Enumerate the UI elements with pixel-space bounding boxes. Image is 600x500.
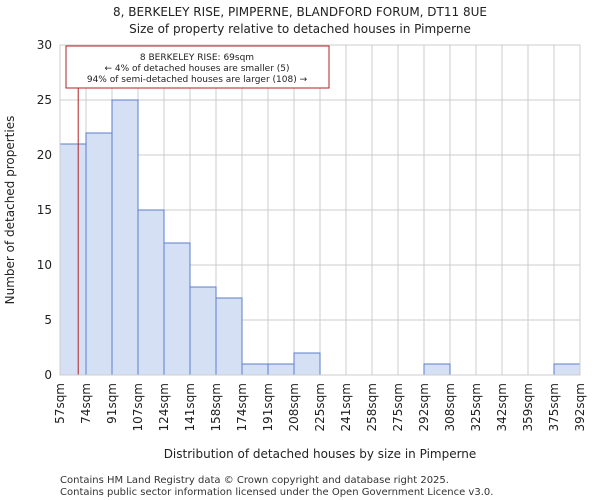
x-tick-labels: 57sqm 74sqm 91sqm 107sqm 124sqm 141sqm 158sqm 1… [53,383,587,431]
histogram-bar [423,363,451,376]
x-tick-label: 359sqm [521,383,535,431]
histogram-bar [215,297,243,376]
y-tick-label: 30 [37,38,52,52]
x-tick-label: 91sqm [105,383,119,424]
y-tick-label: 10 [37,258,52,272]
chart-subtitle: Size of property relative to detached ho… [129,22,471,36]
histogram-bar [293,352,321,376]
x-tick-label: 392sqm [573,383,587,431]
histogram-bar [553,363,581,376]
x-tick-label: 191sqm [261,383,275,431]
plot-frame [59,44,581,376]
x-tick-label: 57sqm [53,383,67,424]
histogram-bar [111,99,139,376]
annotation-line-3: 94% of semi-detached houses are larger (… [87,75,308,85]
bars [59,99,581,376]
annotation-line-1: 8 BERKELEY RISE: 69sqm [140,53,254,63]
x-tick-label: 258sqm [365,383,379,431]
x-tick-label: 325sqm [469,383,483,431]
histogram-bar [189,286,217,376]
histogram-bar [85,132,113,376]
x-tick-label: 74sqm [79,383,93,424]
y-tick-label: 15 [37,203,52,217]
x-axis-label: Distribution of detached houses by size … [164,447,477,461]
annotation-line-2: ← 4% of detached houses are smaller (5) [104,64,289,74]
histogram-bar [163,242,191,376]
y-tick-label: 25 [37,93,52,107]
x-tick-label: 124sqm [157,383,171,431]
y-tick-label: 5 [44,313,52,327]
x-tick-label: 107sqm [131,383,145,431]
chart-title: 8, BERKELEY RISE, PIMPERNE, BLANDFORD FO… [113,5,487,19]
x-tick-label: 225sqm [313,383,327,431]
footer-line-2: Contains public sector information licen… [60,487,493,498]
y-tick-label: 20 [37,148,52,162]
x-tick-label: 174sqm [235,383,249,431]
x-tick-label: 275sqm [391,383,405,431]
annotation-box [65,45,330,89]
x-tick-label: 292sqm [417,383,431,431]
x-tick-label: 342sqm [495,383,509,431]
x-tick-label: 375sqm [547,383,561,431]
x-tick-label: 241sqm [339,383,353,431]
x-tick-label: 308sqm [443,383,457,431]
y-axis-label: Number of detached properties [3,116,17,305]
histogram-bar [241,363,269,376]
footer-line-1: Contains HM Land Registry data © Crown c… [60,475,449,486]
y-tick-labels: 0 5 10 15 20 25 30 [37,38,52,382]
x-tick-label: 158sqm [209,383,223,431]
y-tick-label: 0 [44,368,52,382]
x-tick-label: 208sqm [287,383,301,431]
x-tick-label: 141sqm [183,383,197,431]
histogram-bar [137,209,165,376]
histogram-bar [267,363,295,376]
histogram-bar [59,143,87,376]
